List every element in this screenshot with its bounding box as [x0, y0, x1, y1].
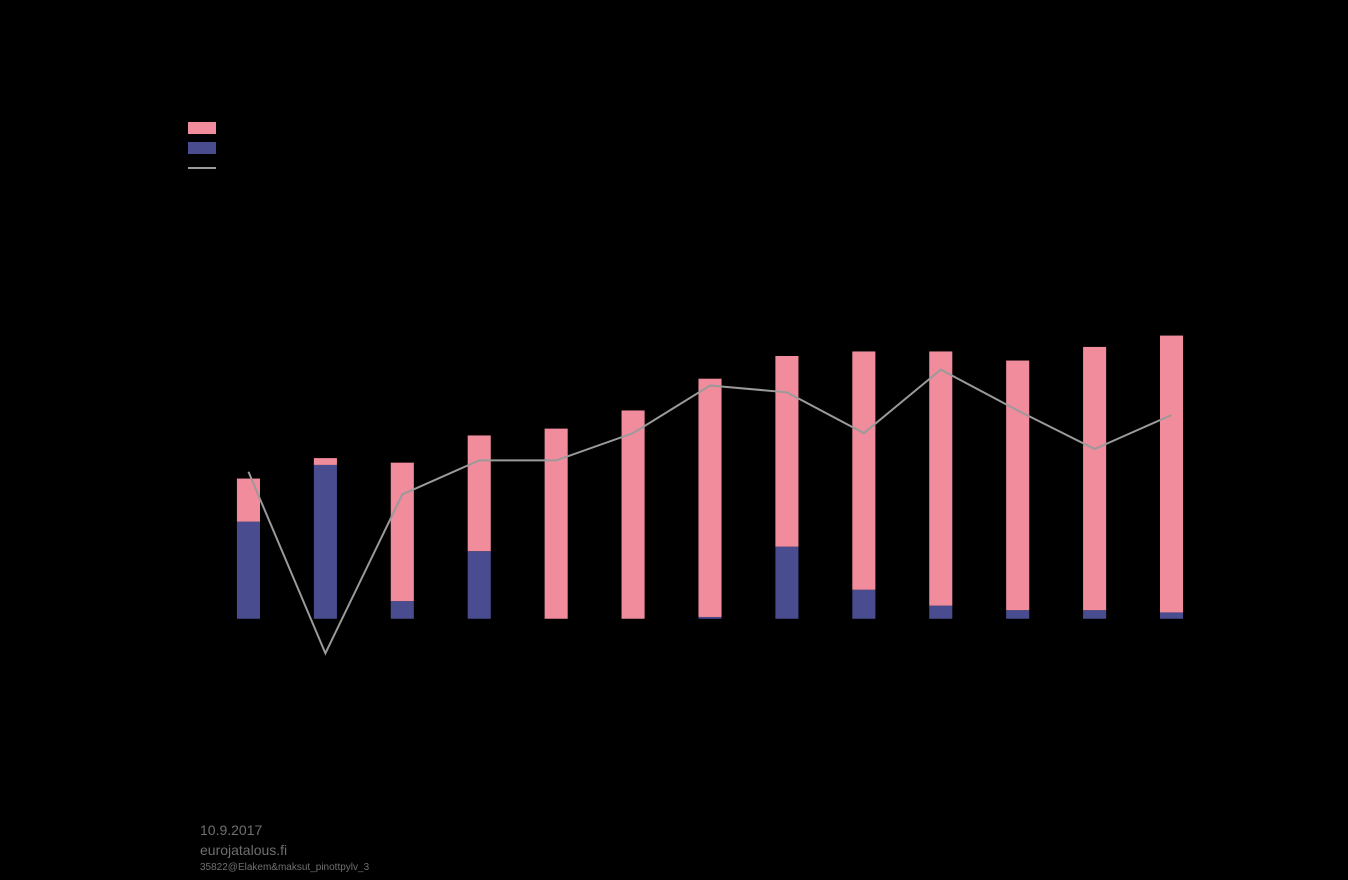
x-tick-label: 2016	[1080, 627, 1109, 642]
legend-swatch	[188, 122, 216, 134]
y-tick-label: 16	[186, 248, 200, 263]
bar-blue	[1083, 610, 1106, 619]
y-tick-label: 18	[186, 203, 200, 218]
bar-blue	[1006, 610, 1029, 619]
x-tick-label: 2017	[1157, 627, 1186, 642]
bar-pink	[852, 351, 875, 589]
bar-pink	[929, 351, 952, 605]
x-tick-label: 2010	[619, 627, 648, 642]
footer-date: 10.9.2017	[200, 822, 262, 838]
legend-swatch	[188, 142, 216, 154]
x-tick-label: 2013	[849, 627, 878, 642]
y-tick-label: 6	[193, 475, 200, 490]
bar-blue	[468, 551, 491, 619]
bar-pink	[1160, 336, 1183, 613]
bar-blue	[391, 601, 414, 619]
x-tick-label: 2012	[772, 627, 801, 642]
y-tick-label: 4	[193, 520, 200, 535]
bar-pink	[775, 356, 798, 547]
bar-pink	[468, 435, 491, 551]
x-tick-label: 2007	[388, 627, 417, 642]
x-tick-label: 2014	[926, 627, 955, 642]
y-tick-label: 12	[186, 339, 200, 354]
x-tick-label: 2009	[542, 627, 571, 642]
x-tick-label: 2011	[696, 627, 724, 642]
y-tick-label: 0	[193, 611, 200, 626]
bar-blue	[1160, 612, 1183, 619]
y-tick-label: 10	[186, 384, 200, 399]
y-tick-label: 2	[193, 566, 200, 581]
y-tick-label: -4	[188, 702, 200, 717]
footer-source: eurojatalous.fi	[200, 842, 287, 858]
x-tick-label: 2005	[234, 627, 263, 642]
y-tick-label: -2	[188, 657, 200, 672]
bar-blue	[775, 547, 798, 620]
bar-blue	[852, 590, 875, 620]
bar-pink	[1006, 361, 1029, 611]
bar-pink	[314, 458, 337, 465]
bar-blue	[314, 465, 337, 619]
x-tick-label: 2015	[1003, 627, 1032, 642]
bar-pink	[391, 463, 414, 601]
bar-pink	[237, 479, 260, 522]
bar-pink	[698, 379, 721, 617]
stacked-bar-line-chart: -4-2024681012141618202220052006200720082…	[0, 0, 1348, 880]
bar-blue	[237, 522, 260, 620]
x-tick-label: 2008	[465, 627, 494, 642]
y-tick-label: 20	[186, 157, 200, 172]
bar-blue	[929, 606, 952, 620]
footer-code: 35822@Elakem&maksut_pinottpylv_3	[200, 862, 370, 873]
bar-pink	[1083, 347, 1106, 610]
bar-pink	[622, 410, 645, 619]
y-tick-label: 8	[193, 430, 200, 445]
y-tick-label: 14	[186, 294, 200, 309]
